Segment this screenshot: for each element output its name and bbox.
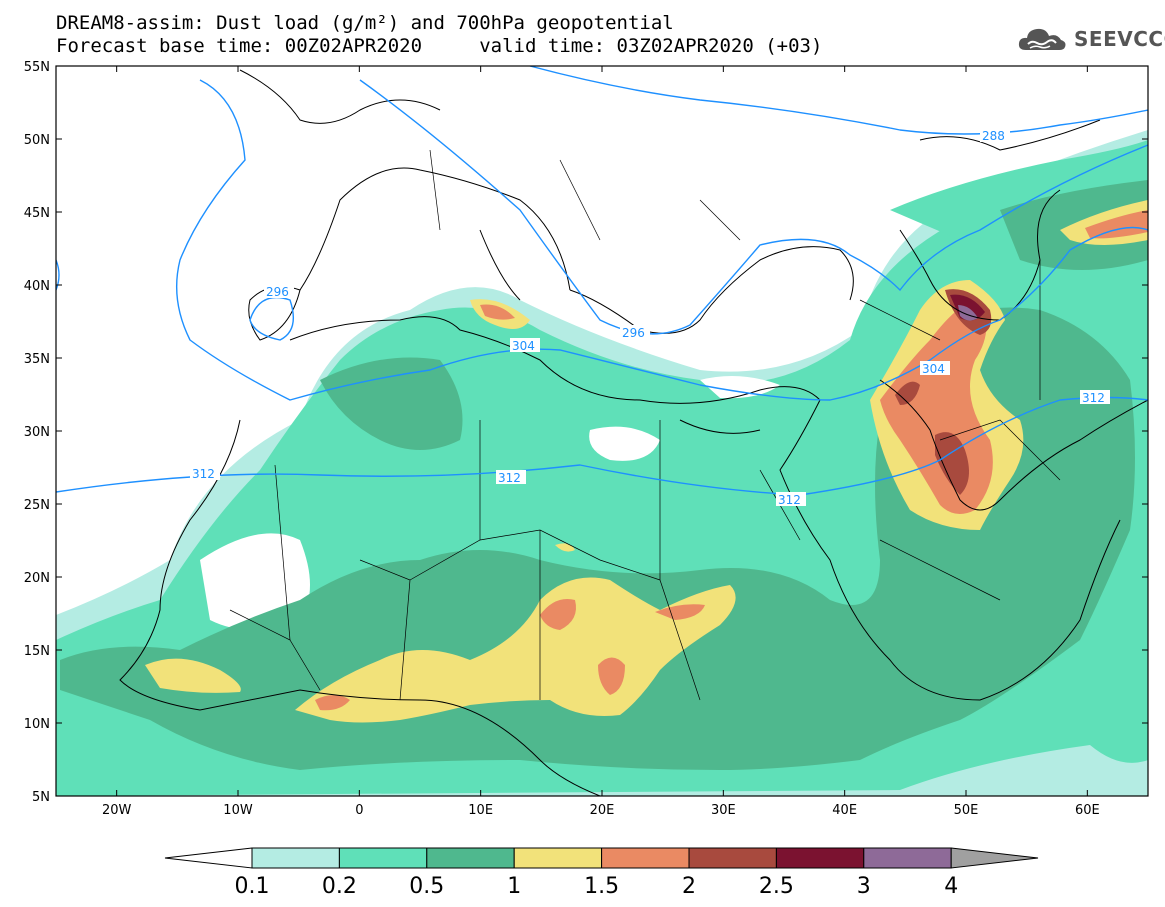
colorbar-label: 0.1 bbox=[235, 874, 270, 899]
contour-label: 296 bbox=[622, 326, 645, 340]
lat-tick-label: 5N bbox=[32, 790, 50, 805]
lon-tick-label: 10W bbox=[223, 803, 253, 818]
country-borders bbox=[229, 149, 1061, 701]
geopotential-contours bbox=[56, 66, 1148, 496]
lon-tick-label: 60E bbox=[1075, 803, 1100, 818]
lon-tick-label: 30E bbox=[711, 803, 736, 818]
geopotential-labels: 288 296 296 304 304 312 312 312 312 bbox=[190, 128, 1110, 507]
colorbar-box bbox=[513, 847, 603, 869]
lat-tick-label: 10N bbox=[24, 717, 50, 732]
logo-text: SEEVCCC bbox=[1074, 27, 1165, 51]
cloud-icon bbox=[1018, 28, 1066, 50]
contour-label: 312 bbox=[778, 493, 801, 507]
lon-tick-label: 20W bbox=[102, 803, 132, 818]
lon-tick-label: 10E bbox=[468, 803, 493, 818]
colorbar-box bbox=[863, 847, 952, 869]
contour-label: 304 bbox=[922, 362, 945, 376]
dust-layer-0.5 bbox=[60, 180, 1148, 770]
lat-tick-label: 40N bbox=[24, 279, 50, 294]
map-title: DREAM8-assim: Dust load (g/m²) and 700hP… bbox=[56, 12, 674, 34]
colorbar-max-arrow bbox=[950, 847, 1039, 869]
colorbar-box bbox=[775, 847, 865, 869]
colorbar-box bbox=[688, 847, 777, 869]
lat-tick-label: 55N bbox=[24, 60, 50, 75]
colorbar-box bbox=[426, 847, 515, 869]
lat-tick-label: 20N bbox=[24, 571, 50, 586]
colorbar-label: 1.5 bbox=[584, 874, 619, 899]
axis-ticks: 55N 50N 45N 40N 35N 30N 25N 20N 15N 10N 5N 20W 10W 0 1… bbox=[24, 60, 1148, 818]
colorbar-box bbox=[338, 847, 428, 869]
colorbar-label: 2 bbox=[682, 874, 696, 899]
contour-label: 288 bbox=[982, 129, 1005, 143]
lat-tick-label: 15N bbox=[24, 644, 50, 659]
lat-tick-label: 30N bbox=[24, 425, 50, 440]
lon-tick-label: 20E bbox=[590, 803, 615, 818]
colorbar-box bbox=[601, 847, 690, 869]
colorbar-box bbox=[251, 847, 340, 869]
coastlines bbox=[119, 69, 1148, 796]
colorbar-label: 4 bbox=[944, 874, 958, 899]
lon-tick-label: 40E bbox=[832, 803, 857, 818]
contour-label: 296 bbox=[266, 285, 289, 299]
colorbar-label: 3 bbox=[857, 874, 871, 899]
lon-tick-label: 0 bbox=[355, 803, 363, 818]
lat-tick-label: 45N bbox=[24, 206, 50, 221]
contour-label: 304 bbox=[512, 339, 535, 353]
lat-tick-label: 35N bbox=[24, 352, 50, 367]
colorbar-label: 0.5 bbox=[409, 874, 444, 899]
lon-tick-label: 50E bbox=[954, 803, 979, 818]
colorbar-label: 2.5 bbox=[759, 874, 794, 899]
contour-label: 312 bbox=[1082, 391, 1105, 405]
contour-label: 312 bbox=[498, 471, 521, 485]
colorbar-label: 1 bbox=[507, 874, 521, 899]
colorbar-label: 0.2 bbox=[322, 874, 357, 899]
contour-label: 312 bbox=[192, 467, 215, 481]
lat-tick-label: 25N bbox=[24, 498, 50, 513]
colorbar-min-arrow bbox=[164, 847, 253, 869]
lat-tick-label: 50N bbox=[24, 133, 50, 148]
map-subtitle: Forecast base time: 00Z02APR2020 valid t… bbox=[56, 35, 823, 57]
seevccc-logo: SEEVCCC bbox=[1016, 24, 1165, 54]
